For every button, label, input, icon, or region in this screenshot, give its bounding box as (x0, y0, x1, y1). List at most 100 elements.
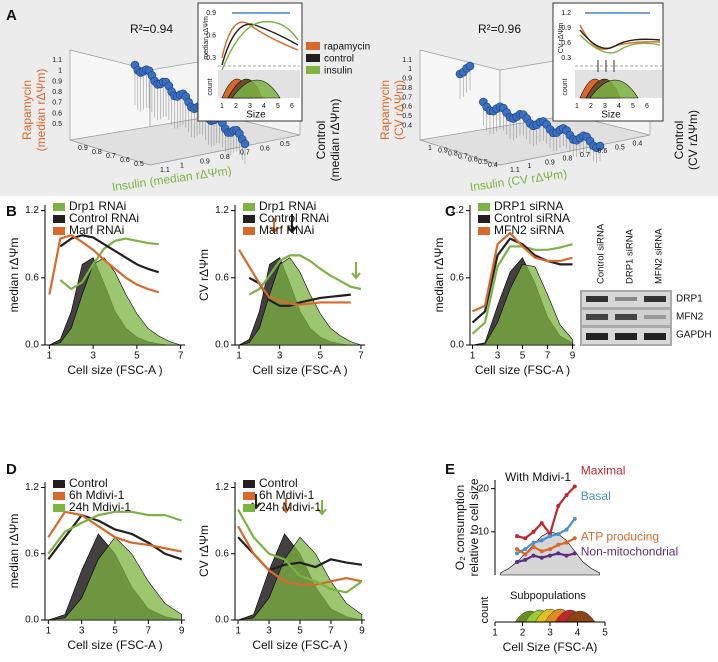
point (572, 484, 577, 489)
series-label: Basal (581, 489, 611, 503)
line (248, 254, 362, 296)
point (531, 553, 536, 558)
legend-swatch (306, 54, 320, 62)
inset-ylabel: median rΔΨm (203, 16, 210, 60)
r-squared: R²=0.96 (478, 22, 521, 36)
line (238, 249, 351, 306)
lane-label: MFN2 siRNA (654, 228, 665, 284)
y-axis-label: Control (314, 121, 328, 160)
x-axis-label: Cell size (FSC-A ) (67, 638, 162, 652)
x-tick-label: 7 (178, 351, 184, 362)
y-axis-label: median rΔΨm (7, 514, 21, 589)
y-tick-label: 0.6 (215, 548, 229, 559)
x-tick-label: 2 (520, 628, 526, 639)
axis3d-tick: 0.5 (615, 144, 625, 151)
legend-swatch (478, 215, 490, 223)
panel-letter: D (6, 461, 17, 478)
histogram-area (472, 264, 573, 346)
axis3d-tick: 0.6 (598, 148, 608, 155)
x-tick-label: 1 (235, 626, 241, 637)
y-tick-label: 1.2 (215, 205, 229, 216)
legend-label: 24h Mdivi-1 (69, 500, 131, 514)
point (556, 531, 561, 536)
axis3d-tick: 0.5 (134, 161, 144, 168)
inset (552, 2, 664, 122)
legend-swatch (478, 227, 490, 235)
x-tick-label: 7 (545, 351, 551, 362)
y-tick-label: 0.6 (215, 272, 229, 283)
histogram-area (500, 531, 600, 576)
line (237, 509, 363, 594)
z-axis-label: Rapamycin (378, 80, 392, 140)
y-tick-label: 0.0 (25, 615, 39, 626)
axis3d-tick: 0.7 (52, 100, 62, 107)
axis3d-tick: 0.5 (280, 141, 290, 148)
inset-ylabel: CV rΔΨm (558, 23, 565, 54)
legend-swatch (53, 203, 65, 211)
axis3d-tick: 0.6 (468, 156, 478, 163)
axis3d-tick: 0.8 (402, 85, 412, 92)
y-tick-label: 20 (478, 483, 490, 494)
x-tick-label: 1 (236, 351, 242, 362)
x-tick-label: 9 (179, 626, 185, 637)
axis3d-tick: 1 (428, 145, 432, 152)
point (564, 553, 569, 558)
histogram-area (238, 536, 363, 621)
x-tick-label: 1 (492, 628, 498, 639)
point (564, 527, 569, 532)
line (59, 234, 160, 274)
legend-swatch (53, 215, 65, 223)
y-axis-label: CV rΔΨm (197, 525, 211, 577)
x-tick-label: 3 (547, 628, 553, 639)
y-tick-label: 0.0 (25, 340, 39, 351)
z-axis-label: Rapamycin (20, 80, 34, 140)
series-label: Non-mitochondrial (581, 545, 678, 559)
y-axis-label: median rΔΨm (432, 238, 446, 313)
axis3d-tick: 1.1 (402, 57, 412, 64)
x-axis-label: Cell size (FSC-A ) (67, 363, 162, 377)
x-tick-label: 5 (134, 351, 140, 362)
legend-swatch (478, 203, 490, 211)
y-axis-label: relative to cell size (467, 478, 481, 576)
x-tick-label: 5 (112, 626, 118, 637)
axis3d-tick: 0.8 (563, 156, 573, 163)
axis3d-tick: 0.5 (478, 159, 488, 166)
inset-ytick: 0.3 (206, 55, 216, 62)
panel-letter: A (6, 7, 17, 24)
point-3d (465, 61, 475, 71)
inset-xtick: 3 (603, 103, 607, 110)
x-tick-label: 5 (520, 351, 526, 362)
series-label: ATP producing (581, 529, 659, 543)
line (47, 510, 183, 555)
y-axis-label: CV rΔΨm (197, 249, 211, 301)
inset-xtick: 1 (575, 103, 579, 110)
point (523, 557, 528, 562)
point (539, 555, 544, 560)
axis3d-tick: 0.6 (52, 110, 62, 117)
axis3d-tick: 1 (408, 66, 412, 73)
inset-curves (218, 12, 662, 99)
inset-xtick: 6 (290, 103, 294, 110)
point-3d (595, 141, 605, 151)
legend-swatch (243, 492, 255, 500)
legend-label: Control (259, 476, 298, 490)
x-tick-label: 1 (46, 626, 52, 637)
x-tick-label: 7 (358, 351, 364, 362)
axis3d-tick: 0.4 (402, 122, 412, 129)
legend-swatch (53, 504, 65, 512)
point-3d (240, 139, 250, 149)
point (564, 540, 569, 545)
y-axis-label: (CV rΔΨm) (686, 110, 700, 170)
axis3d-tick: 0.7 (458, 153, 468, 160)
inset-xtick: 5 (631, 103, 635, 110)
subpop-title: Subpopulations (510, 590, 586, 602)
x-axis-label: Cell Size (FSC-A) (503, 640, 598, 654)
axis3d-tick: 0.8 (92, 149, 102, 156)
inset-xlabel: Size (246, 110, 266, 121)
axis3d-tick: 1 (528, 163, 532, 170)
y-tick-label: 0.6 (25, 272, 39, 283)
inset-xtick: 4 (262, 103, 266, 110)
point (531, 544, 536, 549)
point (548, 547, 552, 552)
